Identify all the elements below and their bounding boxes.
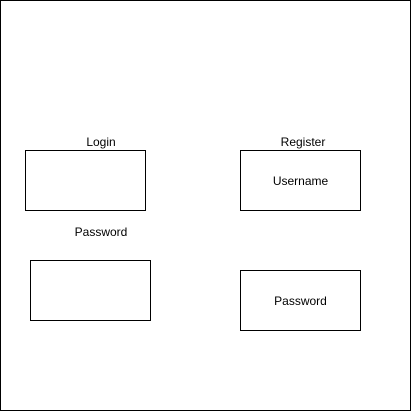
- login-password-box[interactable]: [30, 260, 151, 321]
- login-username-box[interactable]: [25, 150, 146, 211]
- register-heading: Register: [280, 135, 326, 149]
- register-password-box[interactable]: Password: [240, 270, 361, 331]
- login-heading: Login: [86, 135, 116, 149]
- login-password-label: Password: [74, 225, 128, 239]
- register-username-box[interactable]: Username: [240, 150, 361, 211]
- register-username-text: Username: [272, 173, 329, 188]
- register-password-text: Password: [274, 293, 327, 308]
